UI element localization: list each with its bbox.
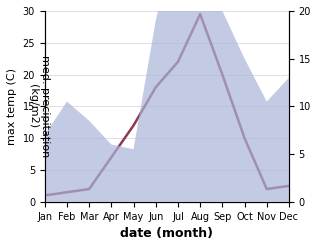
Y-axis label: med. precipitation
(kg/m2): med. precipitation (kg/m2) — [28, 55, 50, 158]
X-axis label: date (month): date (month) — [120, 227, 213, 240]
Y-axis label: max temp (C): max temp (C) — [7, 68, 17, 145]
